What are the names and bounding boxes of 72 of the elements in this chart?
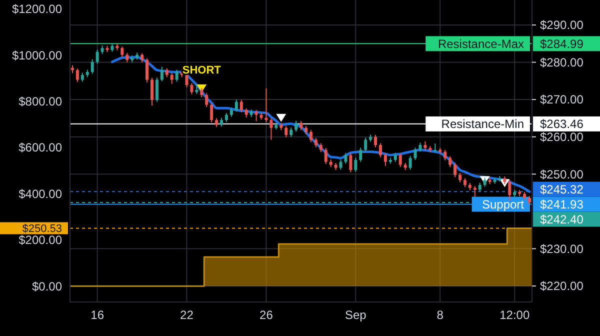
candlestick	[378, 142, 382, 158]
candlestick	[473, 186, 476, 197]
ref-line-label: Support	[482, 197, 525, 212]
x-tick-label: 22	[180, 308, 194, 322]
x-tick-label: 8	[436, 308, 444, 322]
candlestick	[454, 162, 456, 178]
candlestick	[294, 120, 298, 132]
candlestick	[270, 118, 273, 140]
candlestick	[210, 102, 214, 123]
candlestick	[126, 52, 129, 63]
candlestick	[354, 157, 358, 172]
candlestick	[90, 58, 94, 74]
x-tick-label: 16	[90, 308, 104, 322]
candlestick	[150, 77, 154, 106]
x-tick-label: 26	[260, 308, 274, 322]
candlestick	[155, 77, 158, 102]
candlestick	[96, 49, 99, 64]
candlestick	[384, 152, 387, 166]
annotation: SHORT	[182, 64, 222, 76]
y2-tick-label: $250.53	[22, 223, 62, 236]
candlestick	[349, 152, 352, 173]
candlestick	[448, 156, 452, 168]
y-tick-label: $280.00	[540, 55, 584, 70]
candlestick	[364, 137, 368, 152]
ref-line-label: Resistance-Min	[441, 117, 524, 132]
y-tick-label: $241.93	[540, 197, 584, 212]
candlestick	[398, 152, 402, 168]
ref-line-label: $242.40	[540, 212, 584, 226]
y-tick-label: $263.46	[540, 117, 584, 132]
candlestick	[200, 87, 204, 98]
candlestick	[374, 134, 378, 148]
candlestick	[508, 180, 512, 202]
candlestick	[240, 99, 243, 113]
candlestick	[284, 126, 288, 138]
candlestick	[170, 72, 174, 84]
candlestick	[290, 127, 293, 138]
y-tick-label: $270.00	[540, 92, 584, 107]
candlestick	[359, 147, 362, 162]
candlestick	[175, 69, 178, 82]
y2-tick-label: $1200.00	[12, 2, 62, 16]
ref-line-label: $245.32	[540, 182, 584, 196]
candlestick	[205, 92, 208, 108]
candlestick	[324, 148, 328, 165]
ref-line-label: Resistance-Max	[438, 36, 524, 51]
candlestick	[314, 137, 318, 148]
y-tick-label: $284.99	[540, 36, 584, 51]
y2-tick-label: $800.00	[18, 94, 62, 109]
candlestick	[146, 58, 148, 83]
y2-tick-label: $600.00	[18, 140, 62, 155]
candlestick	[76, 68, 79, 83]
y-tick-label: $250.00	[540, 167, 584, 182]
candlestick	[160, 66, 164, 82]
candlestick	[458, 172, 462, 183]
candlestick	[190, 82, 194, 95]
candlestick	[234, 99, 238, 112]
candlestick	[344, 152, 348, 164]
y-tick-label: $220.00	[540, 279, 584, 294]
x-tick-label: 12:00	[500, 308, 530, 322]
candlestick	[408, 155, 412, 170]
x-tick-label: Sep	[344, 308, 367, 322]
y2-tick-label: $200.00	[18, 233, 62, 248]
y-tick-label: $260.00	[540, 130, 584, 144]
candlestick	[444, 149, 447, 161]
candlestick	[120, 46, 124, 58]
point	[276, 114, 286, 122]
y2-tick-label: $1000.00	[12, 48, 62, 62]
candlestick	[254, 109, 258, 122]
candlestick	[309, 130, 312, 143]
y-tick-label: $290.00	[540, 18, 584, 32]
y-tick-label: $230.00	[540, 242, 584, 256]
y2-tick-label: $0.00	[32, 279, 62, 294]
y2-tick-label: $400.00	[18, 186, 62, 201]
